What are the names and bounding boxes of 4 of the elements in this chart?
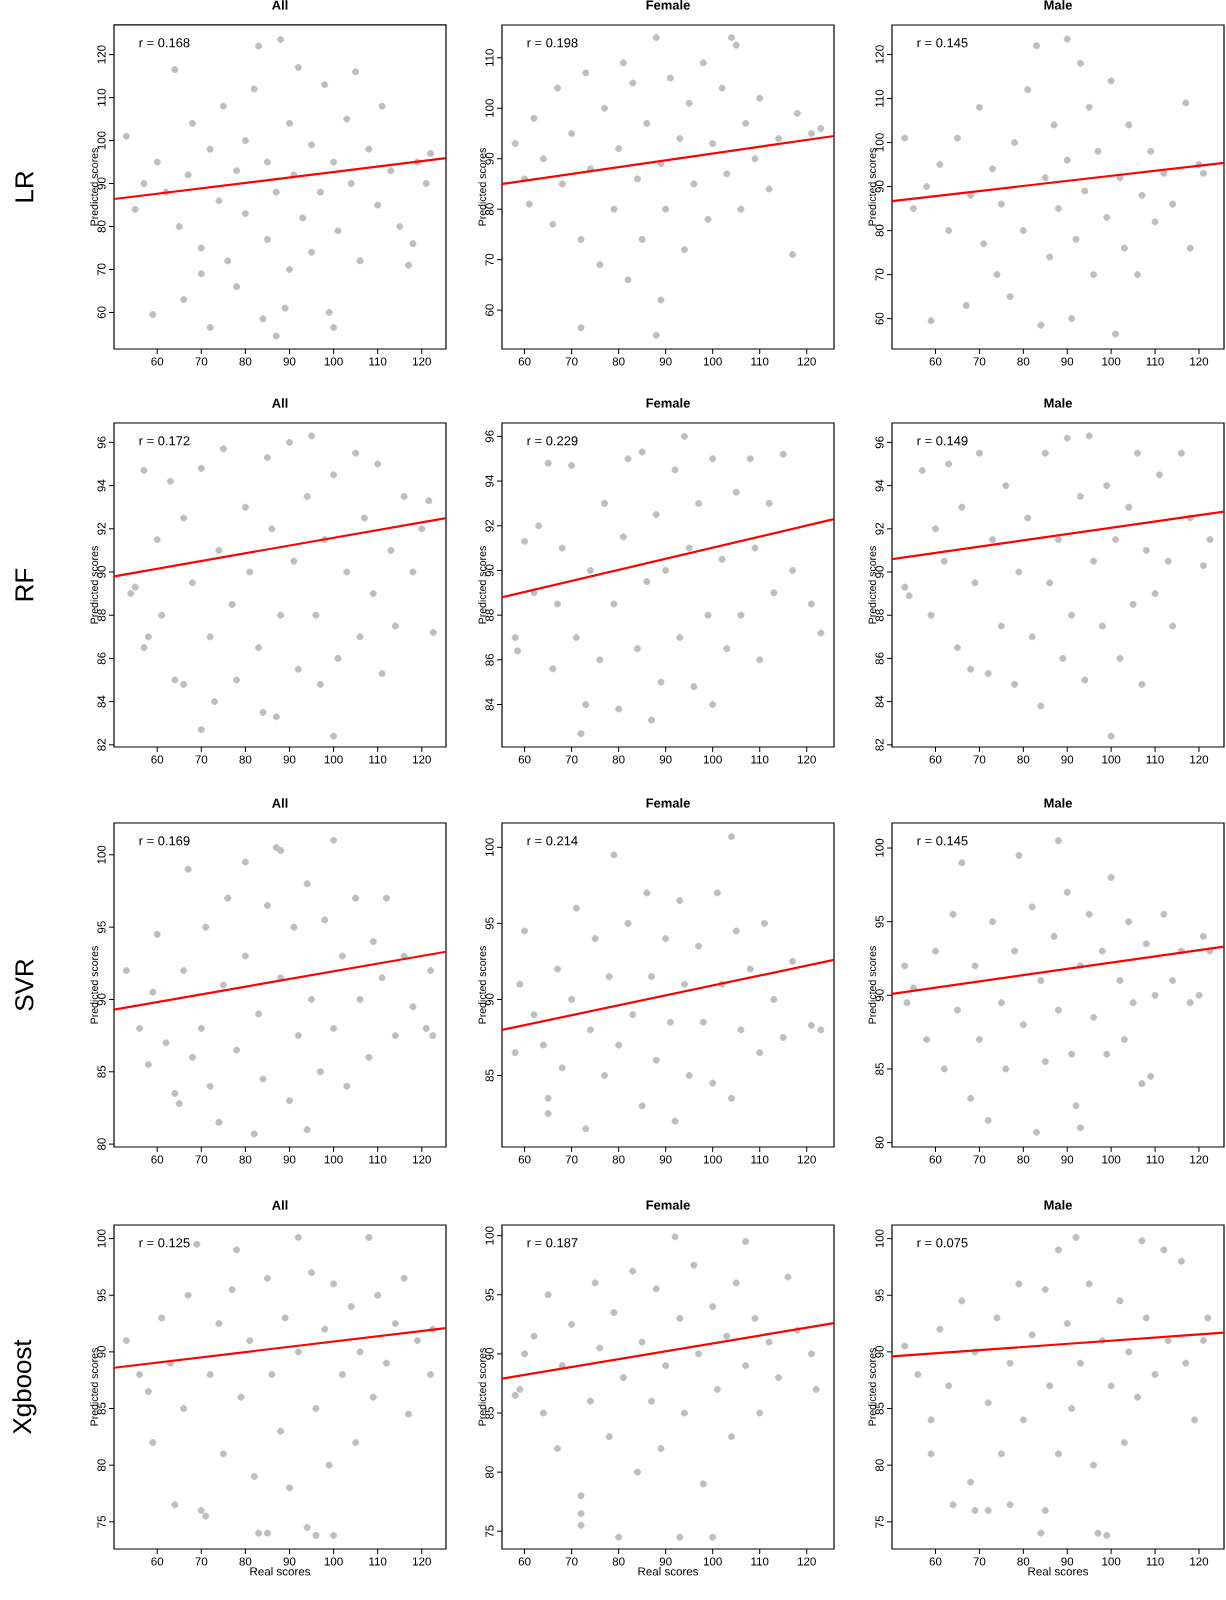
text: Xgboost — [12, 1339, 37, 1434]
text: RF — [15, 568, 34, 601]
text: LR — [15, 171, 34, 202]
text: SVR — [15, 959, 34, 1011]
